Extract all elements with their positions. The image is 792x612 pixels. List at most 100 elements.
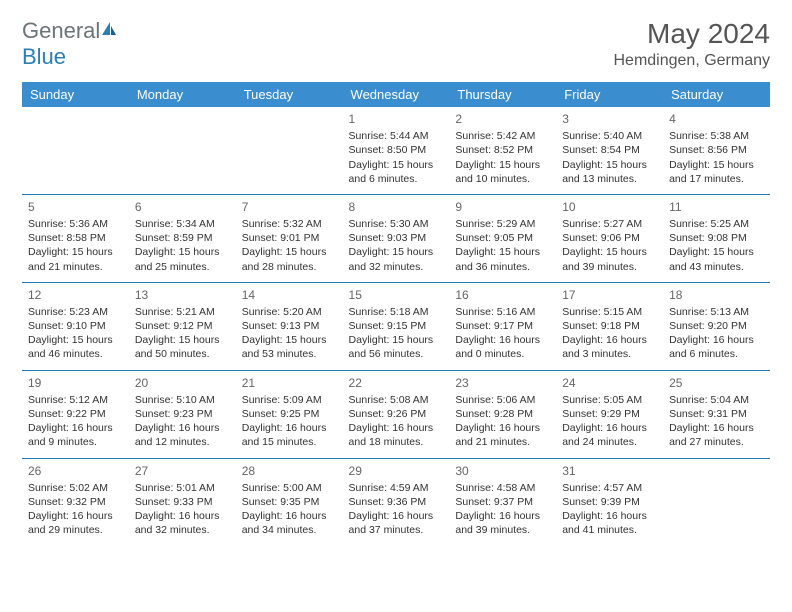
sunset-line: Sunset: 8:56 PM bbox=[669, 143, 764, 157]
daylight-line: Daylight: 16 hours and 27 minutes. bbox=[669, 421, 764, 449]
daylight-line: Daylight: 15 hours and 56 minutes. bbox=[349, 333, 444, 361]
sunset-line: Sunset: 9:23 PM bbox=[135, 407, 230, 421]
sunrise-line: Sunrise: 5:21 AM bbox=[135, 305, 230, 319]
calendar-cell: 16 Sunrise: 5:16 AMSunset: 9:17 PMDayligh… bbox=[449, 282, 556, 370]
sunset-line: Sunset: 9:36 PM bbox=[349, 495, 444, 509]
sunrise-line: Sunrise: 5:36 AM bbox=[28, 217, 123, 231]
day-number: 12 bbox=[28, 287, 123, 303]
sunrise-line: Sunrise: 5:16 AM bbox=[455, 305, 550, 319]
day-number: 31 bbox=[562, 463, 657, 479]
day-number: 29 bbox=[349, 463, 444, 479]
calendar-cell: 8Sunrise: 5:30 AMSunset: 9:03 PMDaylight… bbox=[343, 194, 450, 282]
calendar-cell: 5Sunrise: 5:36 AMSunset: 8:58 PMDaylight… bbox=[22, 194, 129, 282]
sunrise-line: Sunrise: 5:09 AM bbox=[242, 393, 337, 407]
sunset-line: Sunset: 9:31 PM bbox=[669, 407, 764, 421]
calendar-week-row: 5Sunrise: 5:36 AMSunset: 8:58 PMDaylight… bbox=[22, 194, 770, 282]
daylight-line: Daylight: 16 hours and 12 minutes. bbox=[135, 421, 230, 449]
day-number: 22 bbox=[349, 375, 444, 391]
calendar-cell: 26Sunrise: 5:02 AMSunset: 9:32 PMDayligh… bbox=[22, 458, 129, 545]
sunrise-line: Sunrise: 5:06 AM bbox=[455, 393, 550, 407]
calendar-table: SundayMondayTuesdayWednesdayThursdayFrid… bbox=[22, 82, 770, 545]
sunrise-line: Sunrise: 5:18 AM bbox=[349, 305, 444, 319]
daylight-line: Daylight: 15 hours and 43 minutes. bbox=[669, 245, 764, 273]
daylight-line: Daylight: 15 hours and 25 minutes. bbox=[135, 245, 230, 273]
logo-word-1: General bbox=[22, 18, 100, 43]
daylight-line: Daylight: 15 hours and 13 minutes. bbox=[562, 158, 657, 186]
calendar-cell: 12Sunrise: 5:23 AMSunset: 9:10 PMDayligh… bbox=[22, 282, 129, 370]
sunset-line: Sunset: 9:22 PM bbox=[28, 407, 123, 421]
sunrise-line: Sunrise: 4:57 AM bbox=[562, 481, 657, 495]
calendar-cell bbox=[22, 107, 129, 194]
sunrise-line: Sunrise: 5:15 AM bbox=[562, 305, 657, 319]
day-header: Thursday bbox=[449, 82, 556, 107]
day-header: Saturday bbox=[663, 82, 770, 107]
daylight-line: Daylight: 15 hours and 6 minutes. bbox=[349, 158, 444, 186]
sunset-line: Sunset: 9:17 PM bbox=[455, 319, 550, 333]
sunrise-line: Sunrise: 5:42 AM bbox=[455, 129, 550, 143]
sunrise-line: Sunrise: 4:59 AM bbox=[349, 481, 444, 495]
sunset-line: Sunset: 8:59 PM bbox=[135, 231, 230, 245]
daylight-line: Daylight: 16 hours and 15 minutes. bbox=[242, 421, 337, 449]
daylight-line: Daylight: 16 hours and 0 minutes. bbox=[455, 333, 550, 361]
sunrise-line: Sunrise: 5:40 AM bbox=[562, 129, 657, 143]
sail-icon bbox=[100, 18, 118, 44]
calendar-cell: 31Sunrise: 4:57 AMSunset: 9:39 PMDayligh… bbox=[556, 458, 663, 545]
day-number: 5 bbox=[28, 199, 123, 215]
sunset-line: Sunset: 9:13 PM bbox=[242, 319, 337, 333]
sunrise-line: Sunrise: 5:30 AM bbox=[349, 217, 444, 231]
calendar-cell: 23Sunrise: 5:06 AMSunset: 9:28 PMDayligh… bbox=[449, 370, 556, 458]
sunrise-line: Sunrise: 5:44 AM bbox=[349, 129, 444, 143]
sunset-line: Sunset: 9:32 PM bbox=[28, 495, 123, 509]
sunrise-line: Sunrise: 5:12 AM bbox=[28, 393, 123, 407]
daylight-line: Daylight: 15 hours and 50 minutes. bbox=[135, 333, 230, 361]
daylight-line: Daylight: 15 hours and 10 minutes. bbox=[455, 158, 550, 186]
sunset-line: Sunset: 9:01 PM bbox=[242, 231, 337, 245]
sunset-line: Sunset: 9:18 PM bbox=[562, 319, 657, 333]
sunrise-line: Sunrise: 5:13 AM bbox=[669, 305, 764, 319]
sunrise-line: Sunrise: 5:02 AM bbox=[28, 481, 123, 495]
day-number: 30 bbox=[455, 463, 550, 479]
sunset-line: Sunset: 9:39 PM bbox=[562, 495, 657, 509]
calendar-cell: 9Sunrise: 5:29 AMSunset: 9:05 PMDaylight… bbox=[449, 194, 556, 282]
calendar-cell: 4Sunrise: 5:38 AMSunset: 8:56 PMDaylight… bbox=[663, 107, 770, 194]
daylight-line: Daylight: 16 hours and 24 minutes. bbox=[562, 421, 657, 449]
sunrise-line: Sunrise: 5:00 AM bbox=[242, 481, 337, 495]
calendar-cell: 6Sunrise: 5:34 AMSunset: 8:59 PMDaylight… bbox=[129, 194, 236, 282]
sunset-line: Sunset: 9:15 PM bbox=[349, 319, 444, 333]
day-number: 7 bbox=[242, 199, 337, 215]
day-number: 20 bbox=[135, 375, 230, 391]
calendar-cell: 27Sunrise: 5:01 AMSunset: 9:33 PMDayligh… bbox=[129, 458, 236, 545]
daylight-line: Daylight: 16 hours and 34 minutes. bbox=[242, 509, 337, 537]
sunset-line: Sunset: 9:28 PM bbox=[455, 407, 550, 421]
daylight-line: Daylight: 15 hours and 28 minutes. bbox=[242, 245, 337, 273]
logo-text: GeneralBlue bbox=[22, 18, 118, 70]
calendar-cell: 17Sunrise: 5:15 AMSunset: 9:18 PMDayligh… bbox=[556, 282, 663, 370]
day-number: 23 bbox=[455, 375, 550, 391]
calendar-cell bbox=[129, 107, 236, 194]
calendar-cell: 19Sunrise: 5:12 AMSunset: 9:22 PMDayligh… bbox=[22, 370, 129, 458]
calendar-cell: 25Sunrise: 5:04 AMSunset: 9:31 PMDayligh… bbox=[663, 370, 770, 458]
day-number: 8 bbox=[349, 199, 444, 215]
day-number: 21 bbox=[242, 375, 337, 391]
month-title: May 2024 bbox=[613, 18, 770, 50]
sunrise-line: Sunrise: 5:25 AM bbox=[669, 217, 764, 231]
day-number: 16 bbox=[455, 287, 550, 303]
sunset-line: Sunset: 9:20 PM bbox=[669, 319, 764, 333]
calendar-cell: 13Sunrise: 5:21 AMSunset: 9:12 PMDayligh… bbox=[129, 282, 236, 370]
calendar-cell: 20 Sunrise: 5:10 AMSunset: 9:23 PMDayligh… bbox=[129, 370, 236, 458]
sunrise-line: Sunrise: 5:10 AM bbox=[135, 393, 230, 407]
calendar-header-row: SundayMondayTuesdayWednesdayThursdayFrid… bbox=[22, 82, 770, 107]
day-number: 27 bbox=[135, 463, 230, 479]
daylight-line: Daylight: 15 hours and 53 minutes. bbox=[242, 333, 337, 361]
sunrise-line: Sunrise: 5:08 AM bbox=[349, 393, 444, 407]
calendar-cell: 28Sunrise: 5:00 AMSunset: 9:35 PMDayligh… bbox=[236, 458, 343, 545]
sunset-line: Sunset: 9:03 PM bbox=[349, 231, 444, 245]
daylight-line: Daylight: 16 hours and 37 minutes. bbox=[349, 509, 444, 537]
calendar-cell: 14Sunrise: 5:20 AMSunset: 9:13 PMDayligh… bbox=[236, 282, 343, 370]
day-number: 28 bbox=[242, 463, 337, 479]
sunset-line: Sunset: 9:29 PM bbox=[562, 407, 657, 421]
header: GeneralBlue May 2024 Hemdingen, Germany bbox=[22, 18, 770, 70]
calendar-cell: 10Sunrise: 5:27 AMSunset: 9:06 PMDayligh… bbox=[556, 194, 663, 282]
calendar-cell: 7Sunrise: 5:32 AMSunset: 9:01 PMDaylight… bbox=[236, 194, 343, 282]
sunrise-line: Sunrise: 5:04 AM bbox=[669, 393, 764, 407]
